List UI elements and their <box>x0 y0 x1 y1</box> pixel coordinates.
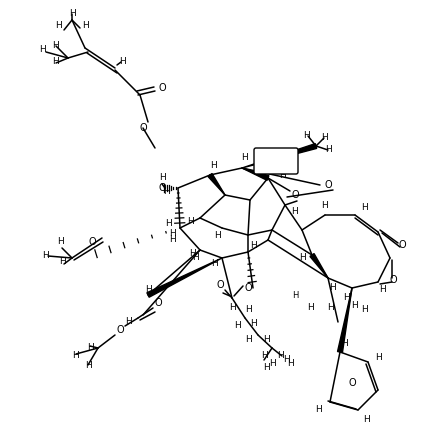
Text: H: H <box>59 257 66 267</box>
Text: H: H <box>302 132 309 141</box>
Text: H: H <box>41 250 48 260</box>
Text: H: H <box>330 284 336 292</box>
Text: O: O <box>154 298 162 308</box>
Text: O: O <box>139 123 147 133</box>
Text: H: H <box>362 202 368 212</box>
Text: H: H <box>321 133 327 142</box>
Text: H: H <box>315 406 321 415</box>
Text: H: H <box>269 358 275 368</box>
Text: H: H <box>327 304 333 312</box>
Text: O: O <box>216 280 224 290</box>
Text: O: O <box>158 183 166 193</box>
Text: H: H <box>211 259 217 267</box>
Text: H: H <box>210 160 217 170</box>
Text: H: H <box>71 350 78 360</box>
Text: H: H <box>250 319 256 327</box>
Text: H: H <box>279 170 286 180</box>
Text: H: H <box>52 58 58 66</box>
Text: H: H <box>287 358 294 368</box>
FancyBboxPatch shape <box>254 148 298 174</box>
Text: H: H <box>292 291 298 299</box>
Text: H: H <box>321 201 328 209</box>
Text: H: H <box>162 187 169 195</box>
Text: H: H <box>299 253 305 263</box>
Text: H: H <box>159 173 165 183</box>
Text: H: H <box>214 232 220 240</box>
Text: H: H <box>379 285 386 295</box>
Polygon shape <box>310 253 328 278</box>
Text: H: H <box>261 351 267 361</box>
Text: H: H <box>241 153 247 163</box>
Text: O: O <box>348 378 356 388</box>
Text: H: H <box>263 336 269 344</box>
Text: H: H <box>307 304 313 312</box>
Text: H: H <box>165 218 171 228</box>
Text: H: H <box>375 353 382 361</box>
Text: H: H <box>82 21 88 31</box>
Text: H: H <box>38 45 45 55</box>
Text: H: H <box>284 356 290 364</box>
Text: O: O <box>244 283 252 293</box>
Text: O: O <box>324 180 332 190</box>
Text: H: H <box>125 316 132 326</box>
Text: H: H <box>57 237 63 246</box>
Text: H: H <box>244 305 251 315</box>
Text: H: H <box>187 216 193 225</box>
Text: H: H <box>52 41 58 49</box>
Text: H: H <box>233 322 240 330</box>
Text: H: H <box>118 58 125 66</box>
Text: H: H <box>145 285 151 295</box>
Text: O: O <box>398 240 406 250</box>
Text: H: H <box>69 10 75 18</box>
Text: H: H <box>244 336 251 344</box>
Text: O: O <box>291 190 299 200</box>
Text: H: H <box>291 208 298 216</box>
Text: H: H <box>352 301 358 309</box>
Polygon shape <box>208 173 225 195</box>
Text: H: H <box>55 21 61 31</box>
Text: H: H <box>192 253 198 263</box>
Text: H: H <box>324 146 331 155</box>
Text: O: O <box>116 325 124 335</box>
Text: H: H <box>169 236 176 244</box>
Text: Abs: Abs <box>268 156 284 166</box>
Text: H: H <box>85 361 91 370</box>
Text: O: O <box>389 275 397 285</box>
Text: O: O <box>158 83 166 93</box>
Polygon shape <box>242 168 269 180</box>
Polygon shape <box>147 258 222 297</box>
Text: O: O <box>88 237 96 247</box>
Text: H: H <box>363 416 369 424</box>
Text: H: H <box>342 340 349 348</box>
Text: H: H <box>343 294 350 302</box>
Text: H: H <box>87 343 93 353</box>
Text: H: H <box>189 249 195 257</box>
Polygon shape <box>338 288 352 353</box>
Text: H: H <box>250 240 256 250</box>
Polygon shape <box>242 144 317 168</box>
Text: H: H <box>277 351 283 361</box>
Text: H: H <box>169 229 176 237</box>
Text: H: H <box>362 305 368 315</box>
Text: H: H <box>228 304 235 312</box>
Text: H: H <box>264 364 270 372</box>
